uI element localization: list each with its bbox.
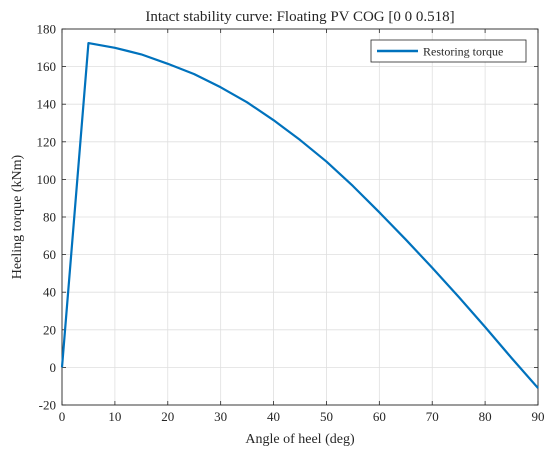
y-tick-label: 160 (37, 59, 57, 74)
x-tick-label: 30 (214, 409, 227, 424)
data-point (510, 357, 512, 359)
series-line-restoring-torque (60, 41, 539, 389)
x-tick-label: 0 (59, 409, 66, 424)
plot-area: 0 10 20 30 40 50 60 70 80 90-20020406080100120140… (37, 22, 545, 425)
data-point (537, 387, 539, 389)
data-point (484, 326, 486, 328)
y-tick-label: 180 (37, 22, 57, 37)
data-point (378, 211, 380, 213)
data-point (325, 160, 327, 162)
x-tick-label: 20 (161, 409, 174, 424)
data-point (193, 73, 195, 75)
y-tick-label: 140 (37, 97, 57, 112)
data-point (405, 238, 407, 240)
y-tick-label: 0 (50, 360, 57, 375)
data-point (352, 185, 354, 187)
y-tick-label: 100 (37, 172, 57, 187)
data-point (220, 86, 222, 88)
data-point (272, 119, 274, 121)
y-tick-label: 40 (43, 285, 56, 300)
y-tick-label: 120 (37, 134, 57, 149)
x-tick-label: 80 (479, 409, 492, 424)
y-tick-label: 60 (43, 247, 56, 262)
data-point (299, 139, 301, 141)
y-tick-label: 20 (43, 322, 56, 337)
data-point (431, 267, 433, 269)
data-point (246, 101, 248, 103)
data-point (167, 63, 169, 65)
data-point (87, 42, 89, 44)
x-axis-label: Angle of heel (deg) (245, 432, 355, 447)
y-tick-label: -20 (39, 398, 56, 413)
data-point (140, 53, 142, 55)
legend-label: Restoring torque (423, 45, 503, 59)
legend-box (370, 39, 527, 63)
x-tick-label: 40 (267, 409, 280, 424)
x-tick-label: 50 (320, 409, 333, 424)
chart-title: Intact stability curve: Floating PV COG … (145, 9, 454, 25)
y-tick-label: 80 (43, 210, 56, 225)
y-axis-label: Heeling torque (kNm) (10, 154, 25, 279)
x-tick-label: 90 (532, 409, 545, 424)
x-tick-label: 60 (373, 409, 386, 424)
x-tick-label: 70 (426, 409, 439, 424)
data-point (458, 296, 460, 298)
data-point (114, 47, 116, 49)
legend: Restoring torque (370, 39, 527, 63)
data-point (61, 366, 63, 368)
x-tick-label: 10 (108, 409, 121, 424)
